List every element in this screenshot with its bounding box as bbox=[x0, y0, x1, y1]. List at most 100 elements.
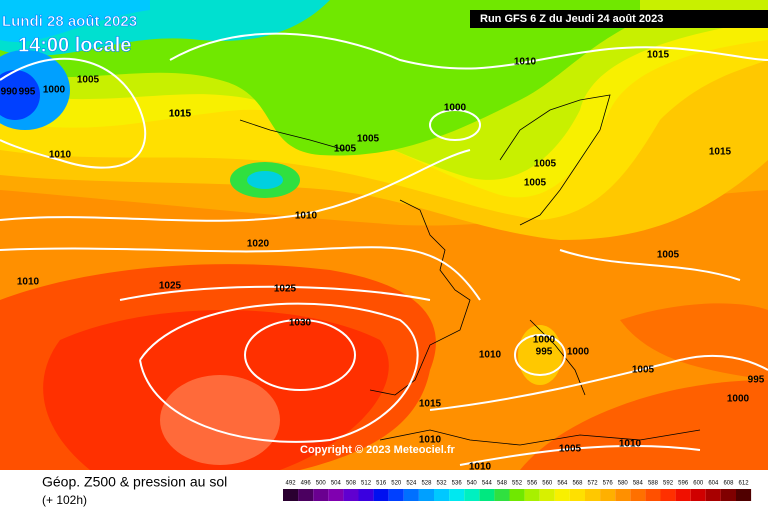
legend-label: 540 bbox=[467, 481, 478, 487]
legend-swatch bbox=[418, 489, 434, 501]
legend-label: 608 bbox=[723, 481, 734, 487]
legend-swatch bbox=[464, 489, 480, 501]
legend-swatch bbox=[705, 489, 721, 501]
legend-label: 524 bbox=[406, 481, 417, 487]
isobar-label: 1010 bbox=[419, 435, 442, 446]
isobar-label: 1005 bbox=[357, 134, 380, 145]
legend-label: 592 bbox=[663, 481, 674, 487]
legend-swatch bbox=[449, 489, 465, 501]
legend-swatch bbox=[313, 489, 329, 501]
legend-swatch bbox=[720, 489, 736, 501]
valid-date: Lundi 28 août 2023 bbox=[2, 13, 137, 30]
legend-swatch bbox=[509, 489, 525, 501]
legend-label: 536 bbox=[452, 481, 463, 487]
isobar-label: 1015 bbox=[647, 50, 670, 61]
legend-swatch bbox=[736, 489, 752, 501]
legend-swatch bbox=[690, 489, 706, 501]
isobar-label: 1015 bbox=[709, 147, 732, 158]
isobar-label: 1005 bbox=[77, 75, 100, 86]
legend-label: 516 bbox=[376, 481, 387, 487]
isobar-label: 1000 bbox=[444, 103, 467, 114]
isobar-label: 1000 bbox=[567, 347, 590, 358]
legend-swatch bbox=[298, 489, 314, 501]
legend-label: 596 bbox=[678, 481, 689, 487]
isobar-label: 1000 bbox=[43, 85, 66, 96]
legend-swatch bbox=[373, 489, 389, 501]
legend-label: 512 bbox=[361, 481, 372, 487]
legend-label: 568 bbox=[572, 481, 583, 487]
legend-swatch bbox=[283, 489, 299, 501]
legend-label: 496 bbox=[301, 481, 312, 487]
legend-swatch bbox=[403, 489, 419, 501]
legend-label: 508 bbox=[346, 481, 357, 487]
legend-swatch bbox=[554, 489, 570, 501]
legend-label: 600 bbox=[693, 481, 704, 487]
legend-label: 580 bbox=[618, 481, 629, 487]
isobar-label: 1010 bbox=[514, 57, 537, 68]
isobar-label: 1015 bbox=[169, 109, 192, 120]
isobar-label: 995 bbox=[536, 347, 553, 358]
header: Lundi 28 août 2023 14:00 locale Run GFS … bbox=[2, 10, 768, 456]
legend-swatch bbox=[388, 489, 404, 501]
legend-swatch bbox=[645, 489, 661, 501]
isobar-label: 1010 bbox=[469, 462, 492, 473]
run-info: Run GFS 6 Z du Jeudi 24 août 2023 bbox=[480, 13, 663, 25]
legend-swatch bbox=[600, 489, 616, 501]
legend-swatch bbox=[615, 489, 631, 501]
legend-label: 572 bbox=[588, 481, 599, 487]
legend-swatch bbox=[358, 489, 374, 501]
legend-swatch bbox=[343, 489, 359, 501]
legend-label: 504 bbox=[331, 481, 342, 487]
isobar-label: 1005 bbox=[632, 365, 655, 376]
isobar-label: 995 bbox=[19, 87, 36, 98]
legend-label: 604 bbox=[708, 481, 719, 487]
legend-label: 564 bbox=[557, 481, 568, 487]
legend-label: 560 bbox=[542, 481, 553, 487]
legend-swatch bbox=[328, 489, 344, 501]
legend-label: 528 bbox=[421, 481, 432, 487]
isobar-label: 1010 bbox=[295, 211, 318, 222]
copyright: Copyright © 2023 Meteociel.fr bbox=[300, 444, 456, 456]
legend-label: 556 bbox=[527, 481, 538, 487]
isobar-label: 1000 bbox=[727, 394, 750, 405]
isobar-label: 1005 bbox=[524, 178, 547, 189]
legend-label: 548 bbox=[497, 481, 508, 487]
legend-swatch bbox=[479, 489, 495, 501]
isobar-label: 1025 bbox=[274, 284, 297, 295]
legend-swatch bbox=[494, 489, 510, 501]
isobar-label: 990 bbox=[1, 87, 18, 98]
isobar-label: 1000 bbox=[533, 335, 556, 346]
isobar-label: 1015 bbox=[419, 399, 442, 410]
isobar-label: 1025 bbox=[159, 281, 182, 292]
legend-label: 584 bbox=[633, 481, 644, 487]
valid-time: 14:00 locale bbox=[18, 34, 131, 56]
legend-swatch bbox=[675, 489, 691, 501]
isobar-labels: 990 995 1000100510151010101510001005100510… bbox=[1, 50, 765, 473]
run-box bbox=[470, 10, 768, 28]
isobar-label: 1010 bbox=[17, 277, 40, 288]
isobar-label: 1010 bbox=[479, 350, 502, 361]
legend-label: 532 bbox=[437, 481, 448, 487]
footer-lead: (+ 102h) bbox=[42, 493, 87, 507]
legend-swatch bbox=[524, 489, 540, 501]
isobar-label: 1005 bbox=[657, 250, 680, 261]
isobar-label: 1010 bbox=[619, 439, 642, 450]
legend-swatch bbox=[630, 489, 646, 501]
isobar-label: 1015 bbox=[169, 109, 192, 120]
legend-swatch bbox=[660, 489, 676, 501]
legend-swatch bbox=[434, 489, 450, 501]
legend-label: 544 bbox=[482, 481, 493, 487]
isobar-label: 1030 bbox=[289, 318, 312, 329]
legend-swatch bbox=[569, 489, 585, 501]
legend-label: 552 bbox=[512, 481, 523, 487]
footer-title: Géop. Z500 & pression au sol bbox=[42, 474, 227, 490]
isobar-label: 1005 bbox=[334, 144, 357, 155]
isobar-label: 1005 bbox=[534, 159, 557, 170]
legend-label: 492 bbox=[286, 481, 297, 487]
isobar-label: 1010 bbox=[49, 150, 72, 161]
legend-label: 500 bbox=[316, 481, 327, 487]
colorbar: 492 496 500 504 508 512 516 520 524 528 532 536 540 5… bbox=[283, 481, 752, 501]
coastlines bbox=[239, 94, 701, 446]
